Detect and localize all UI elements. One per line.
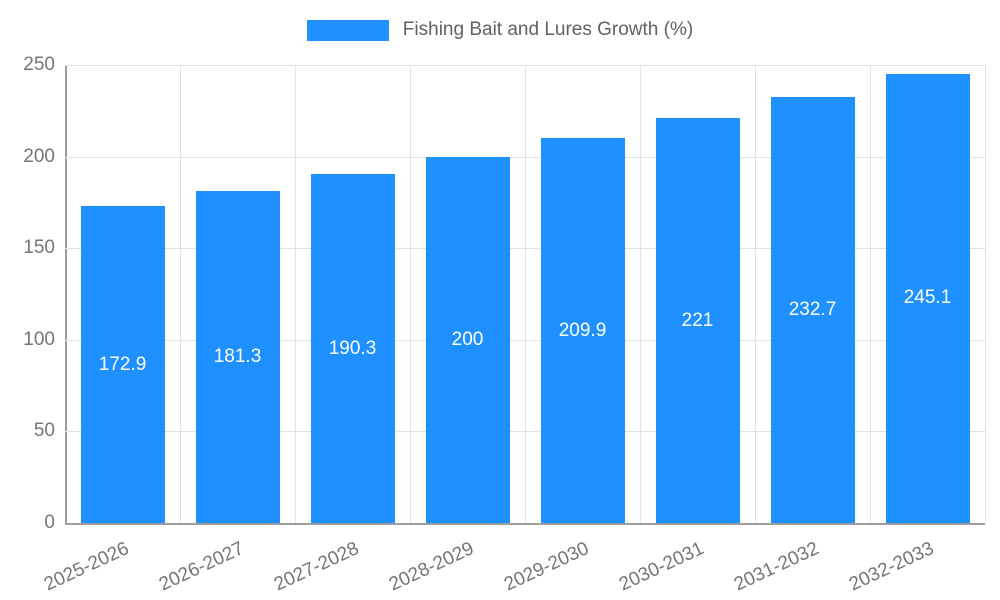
bar-value-label: 245.1 bbox=[903, 287, 952, 309]
bar bbox=[770, 96, 855, 523]
bar-value-label: 232.7 bbox=[788, 298, 837, 320]
bar bbox=[80, 206, 165, 523]
chart-title: Fishing Bait and Lures Growth (%) bbox=[402, 19, 694, 40]
legend-swatch bbox=[306, 19, 389, 41]
y-tick-label: 100 bbox=[23, 328, 55, 350]
bar bbox=[540, 138, 625, 523]
y-axis-line bbox=[65, 65, 67, 523]
bar-value-label: 200 bbox=[451, 328, 484, 350]
bar-value-label: 221 bbox=[681, 309, 714, 331]
gridline-vertical bbox=[870, 65, 871, 523]
y-tick-label: 0 bbox=[44, 512, 55, 533]
gridline-vertical bbox=[295, 65, 296, 523]
bar bbox=[885, 73, 970, 523]
gridline-vertical bbox=[640, 65, 641, 523]
x-axis-line bbox=[65, 523, 985, 525]
bar bbox=[310, 174, 395, 523]
bar-value-label: 190.3 bbox=[328, 337, 377, 359]
gridline-vertical bbox=[985, 65, 986, 523]
plot-area: 172.9 181.3 190.3 200 209.9 221 232.7 245.1 bbox=[65, 65, 986, 523]
bar-value-label: 172.9 bbox=[98, 353, 147, 375]
bar bbox=[425, 156, 510, 523]
y-tick-label: 250 bbox=[23, 54, 55, 75]
y-tick-label: 50 bbox=[33, 420, 55, 442]
bar bbox=[195, 190, 280, 523]
y-tick-label: 200 bbox=[23, 145, 55, 167]
gridline-vertical bbox=[180, 65, 181, 523]
gridline-vertical bbox=[755, 65, 756, 523]
x-tick-label: 2025-2026 bbox=[40, 538, 132, 596]
bar bbox=[655, 118, 740, 523]
bar-value-label: 181.3 bbox=[213, 345, 262, 367]
gridline-vertical bbox=[410, 65, 411, 523]
y-tick-label: 150 bbox=[23, 237, 55, 259]
bar-value-label: 209.9 bbox=[558, 319, 607, 341]
gridline-vertical bbox=[525, 65, 526, 523]
legend: Fishing Bait and Lures Growth (%) bbox=[0, 19, 1000, 41]
